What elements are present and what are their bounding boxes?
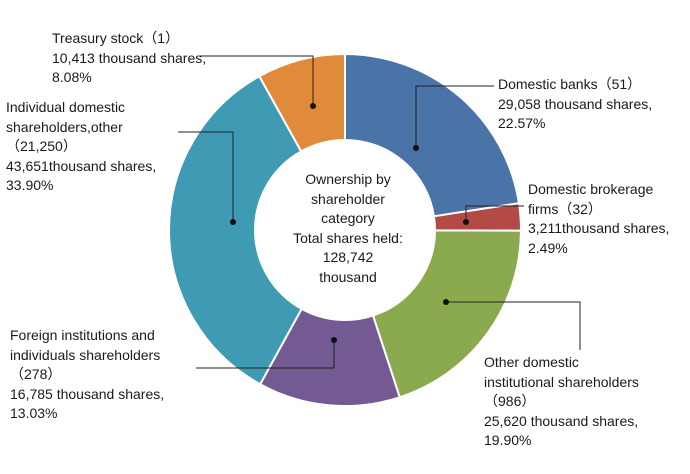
leader-dot-domestic-brokerage bbox=[463, 219, 469, 225]
leader-dot-treasury-stock bbox=[310, 103, 316, 109]
leader-dot-domestic-banks bbox=[413, 145, 419, 151]
donut-slice-treasury-stock bbox=[257, 52, 346, 153]
leader-dot-foreign-institutions bbox=[331, 337, 337, 343]
slice-label-treasury-stock: Treasury stock（1） 10,413 thousand shares… bbox=[52, 30, 207, 86]
leader-line-individual-domestic bbox=[178, 131, 234, 222]
leader-dot-individual-domestic bbox=[230, 219, 236, 225]
center-line: 128,742 bbox=[322, 249, 374, 266]
center-line: thousand bbox=[319, 268, 377, 285]
leader-line-other-domestic-institutional bbox=[446, 301, 581, 350]
donut-slice-domestic-banks bbox=[344, 52, 521, 218]
leader-line-domestic-brokerage bbox=[465, 205, 524, 222]
leader-line-treasury-stock bbox=[200, 55, 314, 106]
center-line: category bbox=[321, 210, 375, 227]
donut-slice-individual-domestic bbox=[168, 74, 303, 386]
donut-center-text: Ownership by shareholder category Total … bbox=[268, 170, 428, 288]
center-line: Total shares held: bbox=[293, 229, 403, 246]
leader-dot-other-domestic-institutional bbox=[443, 299, 449, 305]
donut-slice-other-domestic-institutional bbox=[371, 229, 523, 399]
slice-label-other-domestic-institutional: Other domestic institutional shareholder… bbox=[484, 354, 639, 449]
slice-label-domestic-banks: Domestic banks（51） 29,058 thousand share… bbox=[498, 76, 653, 132]
slice-label-domestic-brokerage: Domestic brokerage firms（32） 3,211thousa… bbox=[528, 181, 670, 256]
center-line: Ownership by bbox=[305, 171, 391, 187]
slice-label-individual-domestic: Individual domestic shareholders,other （… bbox=[6, 99, 157, 194]
leader-line-foreign-institutions bbox=[196, 340, 335, 369]
leader-line-domestic-banks bbox=[415, 85, 494, 148]
center-line: shareholder bbox=[311, 190, 385, 207]
slice-label-foreign-institutions: Foreign institutions and individuals sha… bbox=[10, 327, 165, 422]
